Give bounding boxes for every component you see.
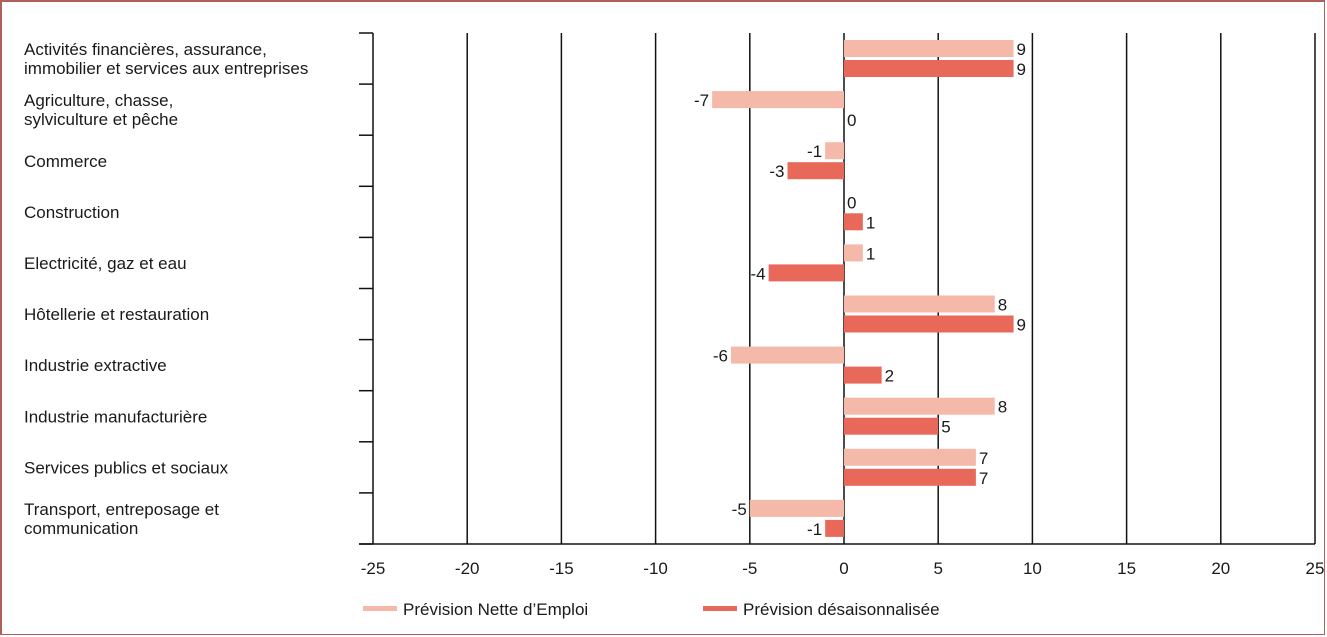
bar-adjusted (787, 162, 844, 180)
bar-adjusted (844, 417, 939, 435)
category-label: Construction (24, 203, 119, 222)
bar-net (844, 448, 976, 466)
data-label: 9 (1017, 40, 1026, 59)
category-label: Electricité, gaz et eau (24, 254, 187, 273)
x-tick-label: -10 (643, 559, 668, 578)
legend-label: Prévision Nette d’Emploi (403, 600, 588, 619)
bar-adjusted (825, 519, 844, 537)
category-label: Commerce (24, 152, 107, 171)
legend-swatch (363, 606, 397, 611)
bar-net (825, 142, 844, 160)
data-label: -1 (807, 142, 822, 161)
data-label: 1 (866, 213, 875, 232)
data-label: -4 (751, 264, 766, 283)
category-label: Activités financières, assurance, (24, 40, 267, 59)
data-label: 7 (979, 449, 988, 468)
data-label: 9 (1017, 316, 1026, 335)
bar-adjusted (844, 60, 1014, 77)
legend-label: Prévision désaisonnalisée (743, 600, 940, 619)
bar-adjusted (844, 468, 976, 486)
data-label: -7 (694, 91, 709, 110)
x-tick-label: 10 (1023, 559, 1042, 578)
x-tick-label: -25 (361, 559, 386, 578)
data-label: 1 (866, 244, 875, 263)
category-label: Industrie extractive (24, 356, 167, 375)
x-tick-label: -20 (455, 559, 480, 578)
x-tick-label: 0 (839, 559, 848, 578)
x-tick-label: 20 (1211, 559, 1230, 578)
category-label: Transport, entreposage et (24, 500, 219, 519)
bar-adjusted (768, 264, 844, 282)
bar-net (844, 40, 1014, 57)
bar-adjusted (844, 315, 1014, 333)
data-label: 2 (885, 367, 894, 386)
bar-net (712, 91, 844, 109)
x-tick-label: 15 (1117, 559, 1136, 578)
bar-adjusted (844, 213, 863, 231)
data-label: 0 (847, 193, 856, 212)
category-label: Industrie manufacturière (24, 407, 207, 426)
data-label: 0 (847, 111, 856, 130)
data-label: 7 (979, 469, 988, 488)
category-label: immobilier et services aux entreprises (24, 59, 308, 78)
category-label: Hôtellerie et restauration (24, 305, 209, 324)
category-label: communication (24, 519, 138, 538)
category-label: Agriculture, chasse, (24, 91, 173, 110)
category-label: sylviculture et pêche (24, 110, 178, 129)
bar-net (749, 499, 844, 517)
x-tick-label: -5 (742, 559, 757, 578)
bar-adjusted (844, 366, 882, 384)
data-label: 9 (1017, 60, 1026, 79)
bar-net (730, 346, 844, 364)
data-label: 8 (998, 296, 1007, 315)
data-label: -1 (807, 520, 822, 539)
data-label: 5 (941, 418, 950, 437)
x-tick-label: 25 (1306, 559, 1325, 578)
data-label: -5 (732, 500, 747, 519)
data-label: -3 (769, 162, 784, 181)
legend-swatch (703, 606, 737, 611)
data-label: 8 (998, 398, 1007, 417)
x-tick-label: 5 (933, 559, 942, 578)
bar-net (844, 244, 863, 262)
category-label: Services publics et sociaux (24, 458, 229, 477)
bar-net (844, 397, 995, 415)
x-tick-label: -15 (549, 559, 574, 578)
bar-net (844, 295, 995, 313)
data-label: -6 (713, 347, 728, 366)
